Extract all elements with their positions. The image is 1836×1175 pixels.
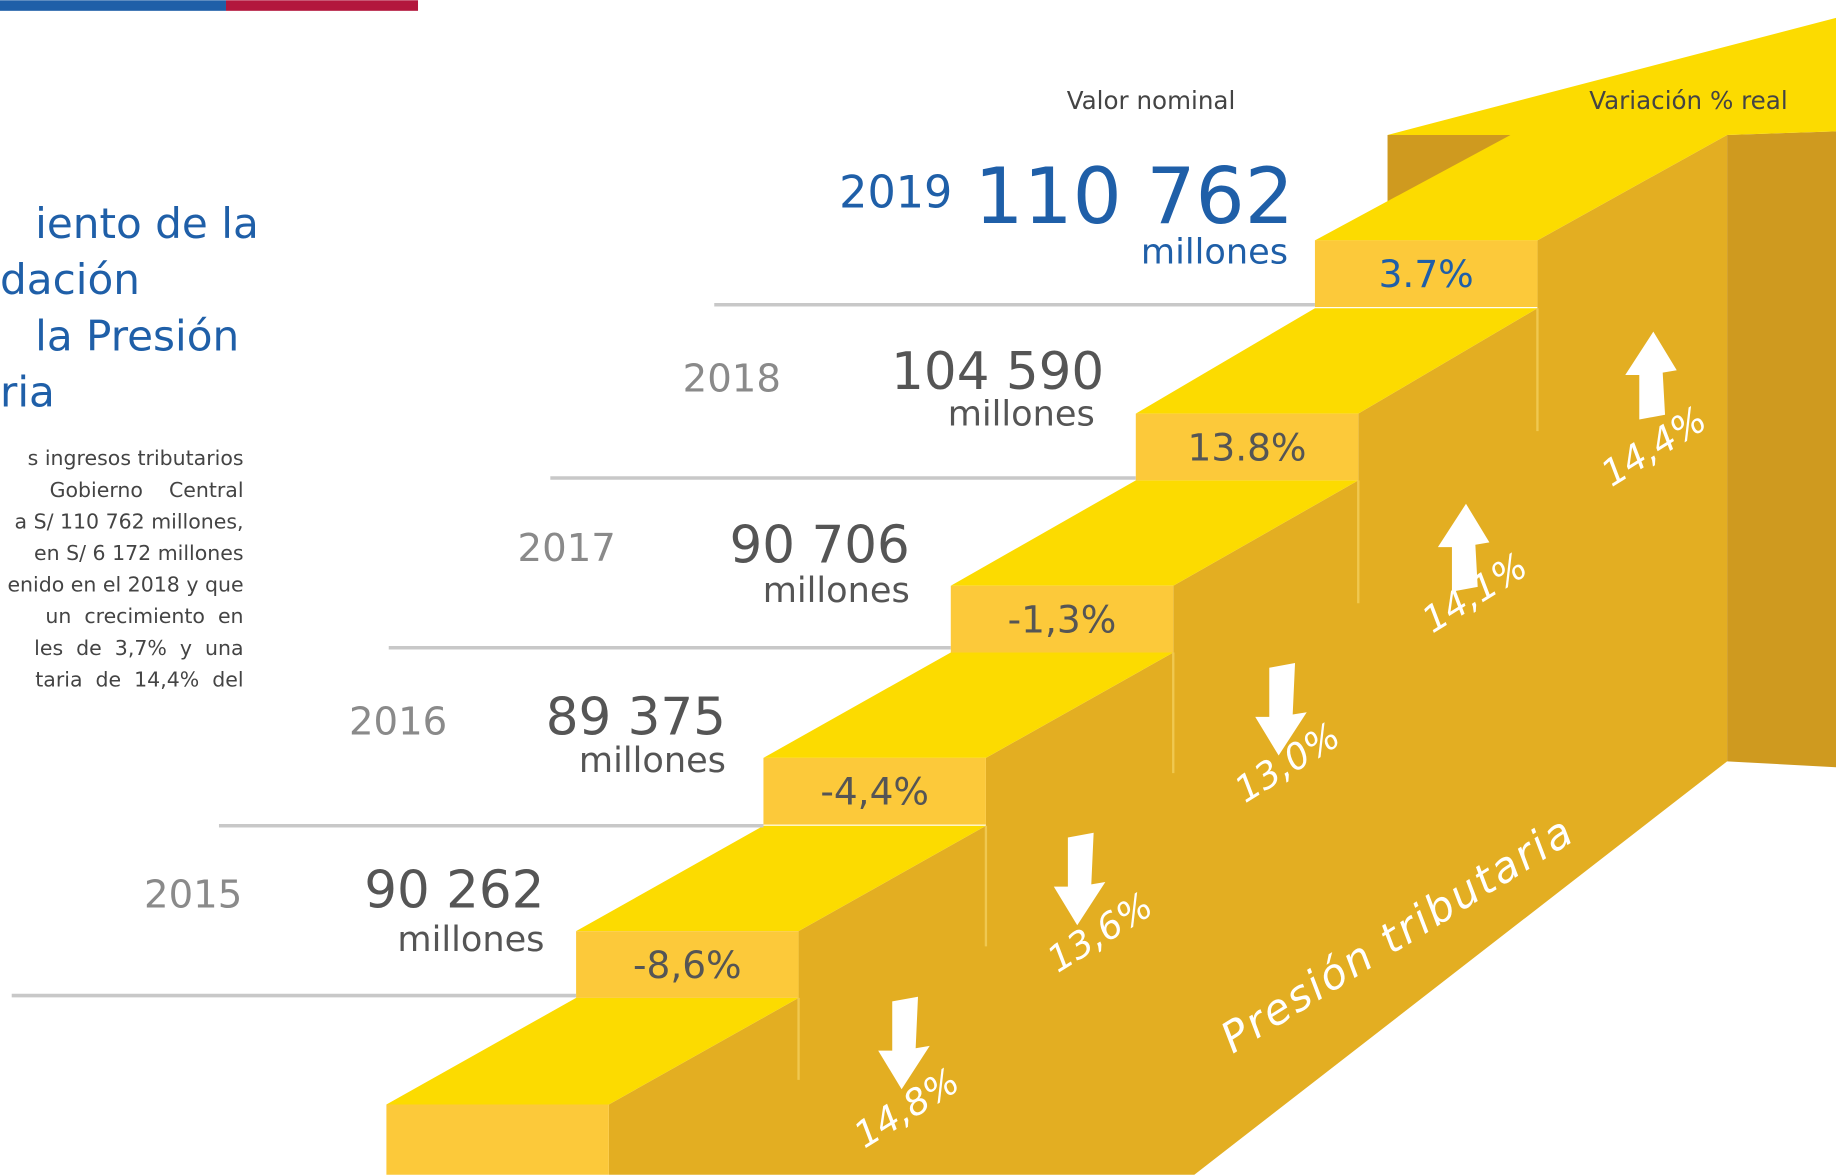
step-face: [950, 585, 1174, 653]
variation: -4,4%: [820, 770, 929, 814]
nominal-value: 104 590: [891, 342, 1104, 402]
step-face: [1135, 413, 1359, 481]
paragraph-line: a S/ 110 762 millones,: [15, 509, 244, 533]
unit: millones: [397, 919, 544, 960]
tread: [386, 997, 799, 1105]
paragraph-line: les de 3,7% y una: [34, 636, 243, 660]
title-line: ria: [0, 368, 55, 417]
nominal-value: 90 706: [730, 515, 910, 575]
arrow-up: [1625, 331, 1677, 420]
paragraph-line: Gobierno Central: [50, 478, 244, 502]
nominal-value: 89 375: [546, 687, 726, 747]
nominal-value: 90 262: [364, 861, 544, 921]
tread: [576, 825, 986, 932]
header: Valor nominal: [1067, 86, 1236, 115]
separators: [797, 308, 1539, 1080]
riser: [386, 1104, 609, 1175]
tread: [950, 480, 1359, 586]
title-line: dación: [0, 255, 140, 304]
year: 2018: [683, 356, 781, 401]
year: 2017: [518, 526, 616, 571]
variation: 13.8%: [1188, 425, 1307, 469]
variation: -1,3%: [1008, 598, 1117, 642]
tread: [763, 652, 1174, 758]
year: 2016: [349, 699, 447, 744]
year: 2015: [144, 873, 242, 918]
right-panel: [1727, 131, 1836, 768]
paragraph-line: taria de 14,4% del: [35, 667, 243, 691]
unit: millones: [579, 740, 726, 781]
unit: millones: [763, 570, 910, 611]
title-line: la Presión: [35, 311, 239, 360]
top-arrow: [1314, 17, 1836, 241]
header: Variación % real: [1589, 86, 1787, 115]
step-face: [576, 931, 799, 998]
paragraph-line: un crecimiento en: [45, 604, 243, 628]
arrow-down: [1255, 663, 1307, 756]
paragraph-line: enido en el 2018 y que: [7, 573, 243, 597]
paragraph-line: s ingresos tributarios: [28, 446, 244, 470]
title-line: iento de la: [35, 199, 259, 248]
top-bar-blue: [0, 0, 226, 11]
top-bar-red: [225, 0, 419, 11]
staircase: [386, 17, 1836, 1175]
side-face: [608, 134, 1728, 1175]
arrow-down: [1053, 832, 1106, 926]
unit: millones: [948, 393, 1095, 434]
year: 2019: [839, 168, 952, 219]
tread: [1135, 308, 1538, 414]
variation: -8,6%: [633, 943, 742, 987]
arrow-down: [878, 996, 930, 1090]
arrow-up: [1437, 503, 1490, 592]
step-face: [1314, 240, 1538, 308]
variation: 3.7%: [1379, 252, 1474, 296]
step-face: [763, 757, 986, 825]
nominal-value: 110 762: [974, 152, 1294, 242]
unit: millones: [1141, 232, 1288, 273]
paragraph-line: en S/ 6 172 millones: [34, 541, 243, 565]
